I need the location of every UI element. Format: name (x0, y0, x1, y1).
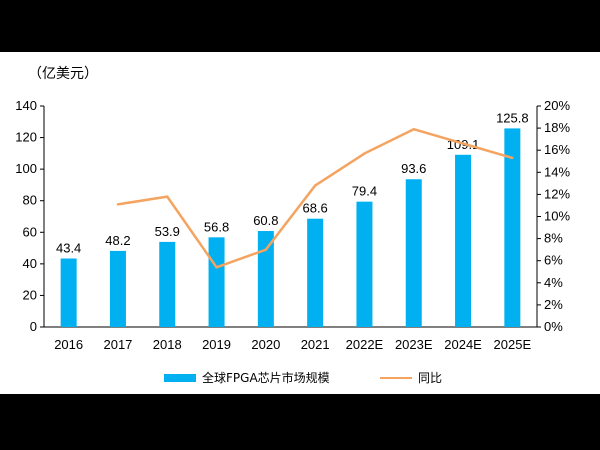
chart-canvas: （亿美元） 43.4 48.2 53.9 56.8 60.8 68.6 79.4 93.6 10… (15, 66, 570, 385)
bar (307, 218, 324, 327)
bar-data-label: 93.6 (401, 161, 426, 176)
y-right-tick-label: 8% (544, 231, 563, 246)
bar (405, 179, 422, 327)
bar-data-label: 56.8 (204, 219, 229, 234)
y-left-tick-label: 40 (23, 256, 37, 271)
bar-data-label: 53.9 (155, 224, 180, 239)
bar-data-label: 125.8 (496, 110, 529, 125)
line-point (363, 152, 366, 155)
x-tick-label: 2019 (202, 337, 231, 352)
x-tick-label: 2020 (251, 337, 280, 352)
y-left-tick-label: 0 (30, 319, 37, 334)
legend-label-line: 同比 (418, 371, 442, 385)
y-right-tick-label: 6% (544, 253, 563, 268)
unit-label: （亿美元） (28, 66, 98, 82)
y-right-tick-label: 18% (544, 120, 570, 135)
bar (504, 128, 521, 327)
x-tick-label: 2021 (301, 337, 330, 352)
x-tick-label: 2016 (54, 337, 83, 352)
y-right-tick-label: 0% (544, 319, 563, 334)
y-right-tick-label: 10% (544, 209, 570, 224)
x-tick-label: 2024E (444, 337, 482, 352)
bar-data-label: 60.8 (253, 213, 278, 228)
y-left-tick-label: 20 (23, 287, 37, 302)
bar (356, 201, 373, 327)
x-tick-label: 2022E (346, 337, 384, 352)
bar (208, 237, 225, 327)
bar (60, 258, 77, 327)
y-right-tick-label: 12% (544, 186, 570, 201)
bar-data-label: 43.4 (56, 240, 81, 255)
y-right-tick-label: 4% (544, 275, 563, 290)
y-left-tick-label: 120 (15, 130, 37, 145)
line-point (264, 248, 268, 251)
y-right-tick-label: 2% (544, 297, 563, 312)
line-point (116, 203, 120, 206)
line-point (166, 195, 169, 198)
bar (455, 154, 472, 327)
x-tick-label: 2023E (395, 337, 433, 352)
y-left-tick-label: 80 (23, 193, 37, 208)
y-left-tick-label: 60 (23, 224, 37, 239)
bar-data-labels: 43.448.253.956.860.868.679.493.6109.1125… (56, 110, 529, 255)
bar (159, 241, 176, 327)
x-tick-label: 2017 (103, 337, 132, 352)
axes (40, 105, 541, 328)
bar-data-label: 68.6 (302, 201, 327, 216)
bar (109, 250, 126, 327)
y-left-tick-labels: 0 20 40 60 80 100 120 140 (15, 98, 37, 334)
x-tick-label: 2018 (153, 337, 182, 352)
bar (257, 231, 274, 327)
line-point (215, 266, 218, 269)
line-point (313, 184, 317, 187)
legend: 全球FPGA芯片市场规模 同比 (164, 370, 442, 385)
bar-series (60, 128, 521, 327)
legend-swatch-bar (164, 374, 196, 382)
line-series (116, 127, 514, 269)
y-right-tick-labels: 0% 2% 4% 6% 8% 10% 12% 14% 16% 18% 20% (544, 98, 570, 334)
line-point (412, 128, 415, 131)
y-right-tick-label: 16% (544, 142, 570, 157)
line-point (511, 156, 514, 160)
y-right-tick-label: 20% (544, 98, 570, 113)
bar-data-label: 48.2 (105, 233, 130, 248)
chart-frame: （亿美元） 43.4 48.2 53.9 56.8 60.8 68.6 79.4 93.6 10… (0, 52, 600, 394)
y-left-tick-label: 140 (15, 98, 37, 113)
bar-data-label: 79.4 (352, 184, 377, 199)
y-left-tick-label: 100 (15, 161, 37, 176)
line-point (461, 142, 465, 145)
y-right-tick-label: 14% (544, 164, 570, 179)
x-tick-labels: 2016 2017 2018 2019 2020 2021 2022E 2023E 2024E 2… (54, 337, 531, 352)
legend-label-bar: 全球FPGA芯片市场规模 (202, 370, 330, 385)
x-tick-label: 2025E (494, 337, 532, 352)
